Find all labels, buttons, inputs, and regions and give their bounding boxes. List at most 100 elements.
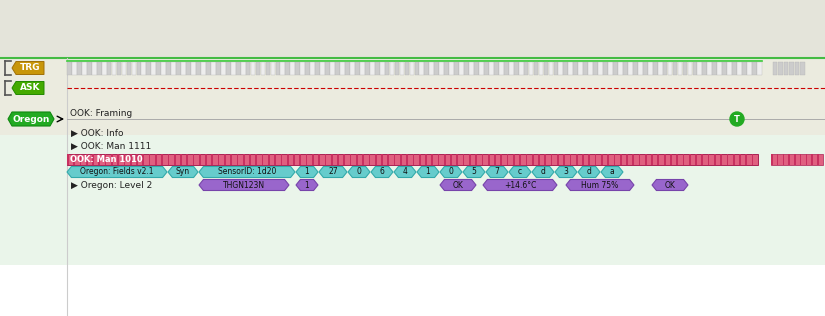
FancyBboxPatch shape (0, 135, 825, 265)
FancyBboxPatch shape (77, 62, 82, 75)
FancyBboxPatch shape (249, 154, 251, 165)
FancyBboxPatch shape (419, 154, 421, 165)
FancyBboxPatch shape (524, 62, 529, 75)
FancyBboxPatch shape (216, 62, 221, 75)
FancyBboxPatch shape (444, 154, 446, 165)
FancyBboxPatch shape (355, 62, 360, 75)
FancyBboxPatch shape (186, 62, 191, 75)
Text: +14.6°C: +14.6°C (504, 180, 536, 190)
FancyBboxPatch shape (404, 62, 409, 75)
Polygon shape (12, 62, 44, 75)
Text: OOK: Man 1010: OOK: Man 1010 (70, 155, 143, 163)
Text: 5: 5 (472, 167, 477, 177)
FancyBboxPatch shape (79, 154, 82, 165)
FancyBboxPatch shape (369, 154, 370, 165)
FancyBboxPatch shape (101, 62, 106, 75)
FancyBboxPatch shape (526, 154, 527, 165)
FancyBboxPatch shape (431, 154, 433, 165)
FancyBboxPatch shape (375, 154, 376, 165)
FancyBboxPatch shape (576, 154, 577, 165)
FancyBboxPatch shape (658, 154, 659, 165)
Text: Oregon: Oregon (12, 114, 50, 124)
FancyBboxPatch shape (196, 62, 200, 75)
FancyBboxPatch shape (285, 62, 290, 75)
FancyBboxPatch shape (800, 154, 801, 165)
Polygon shape (296, 179, 318, 191)
FancyBboxPatch shape (98, 154, 100, 165)
FancyBboxPatch shape (400, 154, 402, 165)
FancyBboxPatch shape (87, 62, 92, 75)
Text: ▶ Oregon: Level 2: ▶ Oregon: Level 2 (71, 180, 153, 190)
FancyBboxPatch shape (152, 62, 156, 75)
Polygon shape (652, 179, 688, 191)
Text: 1: 1 (304, 167, 309, 177)
FancyBboxPatch shape (628, 62, 633, 75)
FancyBboxPatch shape (0, 58, 825, 135)
FancyBboxPatch shape (474, 62, 478, 75)
Text: 3: 3 (563, 167, 568, 177)
FancyBboxPatch shape (440, 62, 444, 75)
Polygon shape (371, 167, 393, 178)
Text: d: d (587, 167, 592, 177)
FancyBboxPatch shape (419, 62, 424, 75)
FancyBboxPatch shape (658, 62, 662, 75)
Text: SensorID: 1d20: SensorID: 1d20 (218, 167, 276, 177)
FancyBboxPatch shape (513, 154, 515, 165)
FancyBboxPatch shape (111, 154, 113, 165)
FancyBboxPatch shape (375, 62, 380, 75)
FancyBboxPatch shape (752, 154, 753, 165)
FancyBboxPatch shape (469, 62, 474, 75)
FancyBboxPatch shape (722, 62, 727, 75)
FancyBboxPatch shape (124, 154, 125, 165)
FancyBboxPatch shape (692, 62, 697, 75)
FancyBboxPatch shape (544, 62, 549, 75)
FancyBboxPatch shape (794, 154, 795, 165)
FancyBboxPatch shape (256, 154, 257, 165)
FancyBboxPatch shape (231, 62, 236, 75)
FancyBboxPatch shape (697, 62, 702, 75)
FancyBboxPatch shape (394, 62, 399, 75)
Text: Syn: Syn (176, 167, 190, 177)
FancyBboxPatch shape (121, 62, 126, 75)
FancyBboxPatch shape (246, 62, 251, 75)
FancyBboxPatch shape (226, 62, 231, 75)
FancyBboxPatch shape (469, 154, 471, 165)
FancyBboxPatch shape (771, 154, 823, 165)
FancyBboxPatch shape (360, 62, 365, 75)
FancyBboxPatch shape (727, 154, 728, 165)
FancyBboxPatch shape (92, 154, 94, 165)
FancyBboxPatch shape (534, 62, 539, 75)
FancyBboxPatch shape (201, 62, 205, 75)
Text: 1: 1 (426, 167, 431, 177)
Polygon shape (486, 167, 508, 178)
Polygon shape (199, 167, 295, 178)
FancyBboxPatch shape (356, 154, 358, 165)
FancyBboxPatch shape (345, 62, 350, 75)
FancyBboxPatch shape (136, 62, 141, 75)
FancyBboxPatch shape (218, 154, 219, 165)
FancyBboxPatch shape (569, 154, 571, 165)
FancyBboxPatch shape (460, 62, 464, 75)
FancyBboxPatch shape (409, 62, 414, 75)
FancyBboxPatch shape (256, 62, 261, 75)
FancyBboxPatch shape (221, 62, 226, 75)
FancyBboxPatch shape (489, 62, 493, 75)
FancyBboxPatch shape (626, 154, 628, 165)
FancyBboxPatch shape (67, 154, 758, 165)
FancyBboxPatch shape (672, 62, 677, 75)
FancyBboxPatch shape (243, 154, 245, 165)
FancyBboxPatch shape (450, 154, 452, 165)
FancyBboxPatch shape (437, 154, 440, 165)
FancyBboxPatch shape (211, 154, 213, 165)
FancyBboxPatch shape (463, 154, 464, 165)
Polygon shape (440, 179, 476, 191)
FancyBboxPatch shape (549, 62, 554, 75)
FancyBboxPatch shape (603, 62, 608, 75)
FancyBboxPatch shape (312, 154, 314, 165)
FancyBboxPatch shape (568, 62, 573, 75)
Circle shape (730, 112, 744, 126)
FancyBboxPatch shape (777, 154, 778, 165)
Text: 0: 0 (356, 167, 361, 177)
Text: OK: OK (453, 180, 464, 190)
Text: d: d (540, 167, 545, 177)
